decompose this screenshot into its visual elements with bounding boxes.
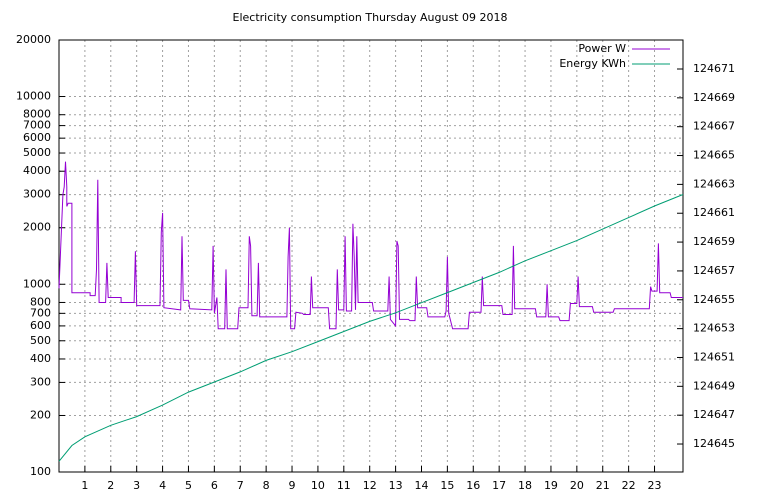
series-line: [58, 161, 683, 330]
y-tick-label: 5000: [23, 146, 51, 159]
x-tick-label: 2: [107, 479, 114, 492]
y-tick-label: 100: [30, 465, 51, 478]
x-tick-label: 12: [363, 479, 377, 492]
y-tick-label: 700: [30, 306, 51, 319]
y2-tick-label: 124667: [693, 120, 735, 133]
y-tick-label: 800: [30, 295, 51, 308]
x-tick-label: 23: [648, 479, 662, 492]
y-tick-label: 20000: [16, 33, 51, 46]
y-tick-label: 6000: [23, 131, 51, 144]
plot-border: [58, 39, 684, 473]
x-tick-label: 16: [466, 479, 480, 492]
y2-tick-label: 124657: [693, 264, 735, 277]
x-tick-label: 18: [518, 479, 532, 492]
y2-tick-label: 124665: [693, 149, 735, 162]
x-tick-label: 10: [311, 479, 325, 492]
legend-label: Energy KWh: [559, 57, 626, 70]
x-tick-label: 19: [544, 479, 558, 492]
y2-tick-label: 124655: [693, 293, 735, 306]
x-tick-label: 3: [133, 479, 140, 492]
legend-label: Power W: [578, 42, 626, 55]
x-tick-label: 4: [159, 479, 166, 492]
y2-tick-label: 124663: [693, 177, 735, 190]
y2-tick-label: 124649: [693, 379, 735, 392]
x-tick-label: 15: [440, 479, 454, 492]
y2-tick-label: 124661: [693, 206, 735, 219]
x-tick-label: 5: [185, 479, 192, 492]
x-tick-label: 8: [263, 479, 270, 492]
y-tick-label: 7000: [23, 119, 51, 132]
x-tick-label: 14: [414, 479, 428, 492]
x-tick-label: 11: [337, 479, 351, 492]
y-tick-label: 600: [30, 319, 51, 332]
x-tick-label: 1: [81, 479, 88, 492]
y2-tick-label: 124651: [693, 350, 735, 363]
y-tick-label: 8000: [23, 108, 51, 121]
y-tick-label: 1000: [23, 277, 51, 290]
y2-tick-label: 124653: [693, 322, 735, 335]
y-tick-label: 300: [30, 375, 51, 388]
y2-tick-label: 124671: [693, 62, 735, 75]
x-tick-label: 9: [289, 479, 296, 492]
y2-tick-label: 124669: [693, 91, 735, 104]
y2-tick-label: 124659: [693, 235, 735, 248]
series-line: [58, 194, 684, 462]
y-tick-label: 2000: [23, 221, 51, 234]
x-tick-label: 21: [596, 479, 610, 492]
x-tick-label: 22: [622, 479, 636, 492]
x-tick-label: 6: [211, 479, 218, 492]
y-tick-label: 10000: [16, 90, 51, 103]
y2-tick-label: 124645: [693, 437, 735, 450]
x-tick-label: 13: [389, 479, 403, 492]
x-tick-label: 20: [570, 479, 584, 492]
x-tick-label: 7: [237, 479, 244, 492]
y2-tick-label: 124647: [693, 408, 735, 421]
chart-title: Electricity consumption Thursday August …: [233, 11, 508, 24]
y-tick-label: 4000: [23, 164, 51, 177]
y-tick-label: 200: [30, 408, 51, 421]
x-tick-label: 17: [492, 479, 506, 492]
y-tick-label: 3000: [23, 188, 51, 201]
y-tick-label: 500: [30, 334, 51, 347]
y-tick-label: 400: [30, 352, 51, 365]
